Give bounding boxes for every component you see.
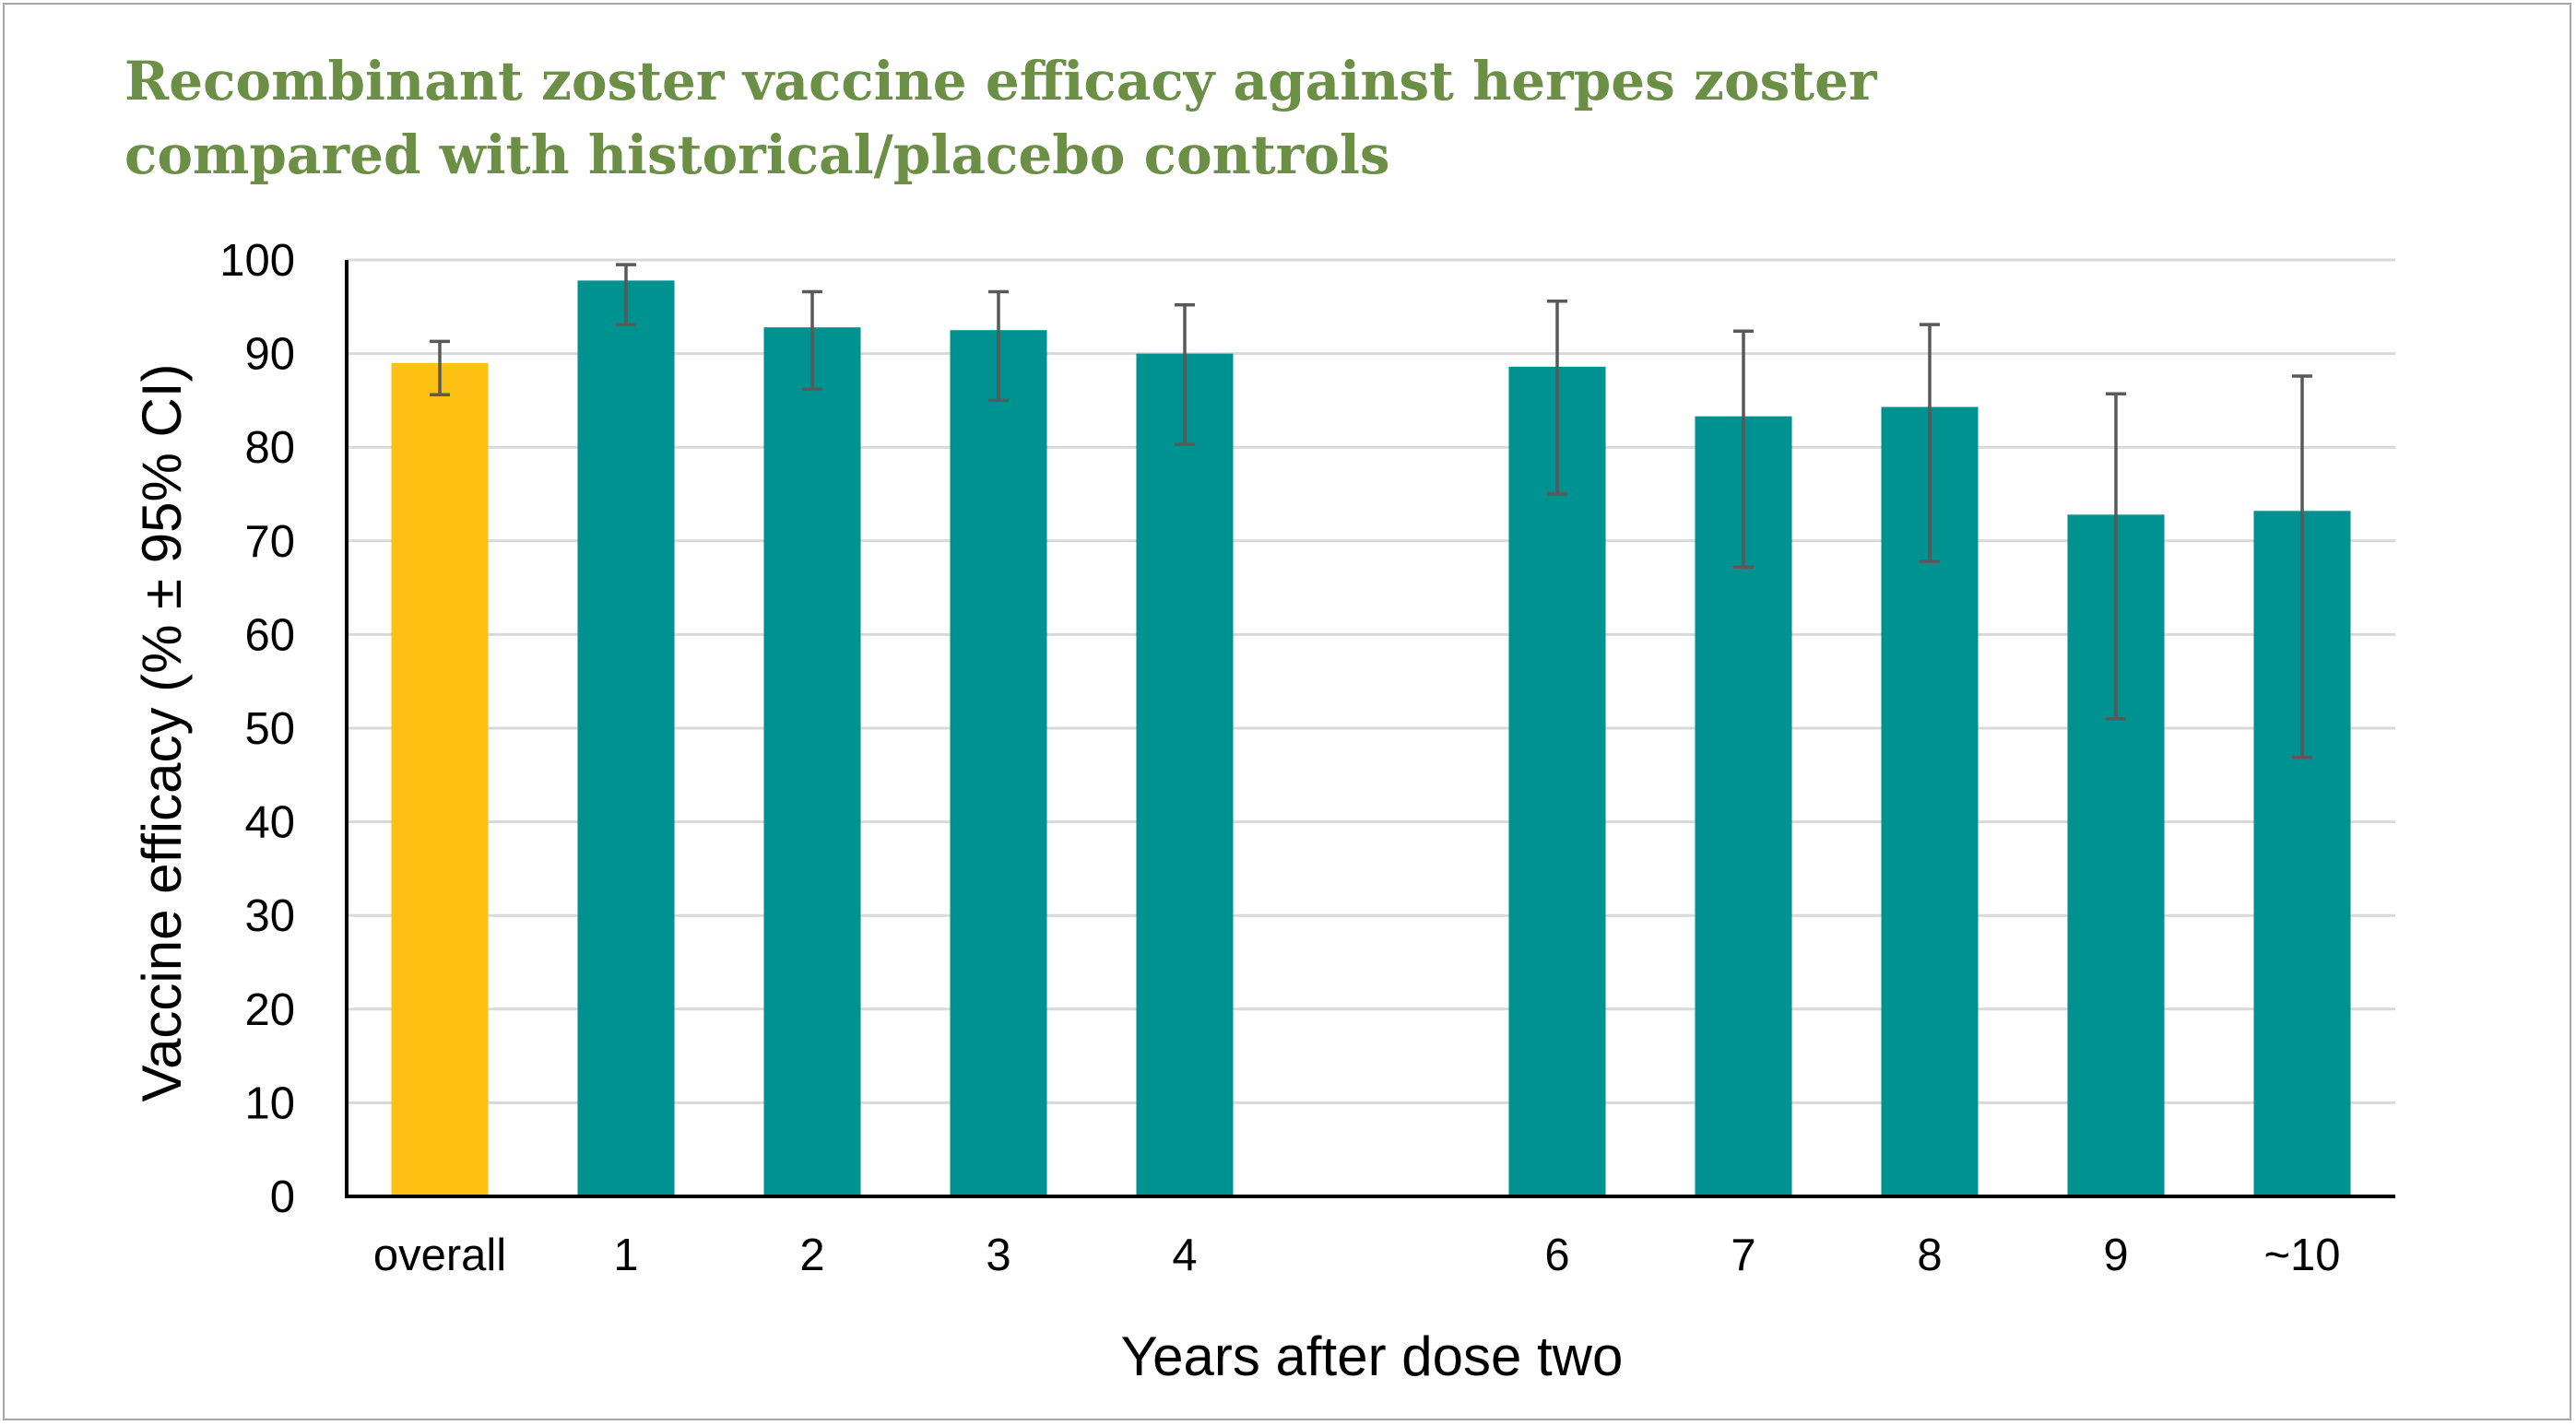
x-tick-label: 4 [1172, 1231, 1197, 1280]
x-tick-label: 1 [613, 1231, 638, 1280]
bar [950, 330, 1047, 1196]
error-bars [430, 263, 2312, 760]
y-tick-label: 40 [244, 798, 295, 848]
x-tick-label: 3 [986, 1231, 1010, 1280]
y-tick-label: 0 [270, 1172, 295, 1222]
bar [577, 280, 675, 1196]
x-tick-label: 6 [1544, 1231, 1569, 1280]
bar [763, 327, 861, 1197]
x-tick-label: 2 [799, 1231, 824, 1280]
gridlines [347, 258, 2395, 1104]
y-tick-label: 20 [244, 985, 295, 1035]
x-axis-title: Years after dose two [1121, 1325, 1624, 1387]
y-tick-label: 80 [244, 423, 295, 473]
x-tick-label: overall [373, 1231, 506, 1280]
y-tick-label: 50 [244, 704, 295, 754]
y-tick-label: 70 [244, 517, 295, 567]
x-tick-label: 9 [2103, 1231, 2128, 1280]
y-tick-labels: 0 10 20 30 40 50 60 70 80 90 100 [219, 236, 295, 1222]
x-tick-label: ~10 [2263, 1231, 2340, 1280]
y-tick-label: 10 [244, 1078, 295, 1128]
x-tick-label: 8 [1917, 1231, 1942, 1280]
bar [391, 362, 489, 1196]
bars [391, 280, 2351, 1197]
bar [1508, 366, 1606, 1197]
chart-title: Recombinant zoster vaccine efficacy agai… [124, 44, 2061, 192]
bar [1136, 353, 1234, 1197]
x-tick-labels: overall 1 2 3 4 6 7 8 9 ~10 [373, 1231, 2341, 1280]
y-tick-label: 100 [219, 236, 295, 286]
y-axis-title: Vaccine efficacy (% ± 95% CI) [131, 363, 193, 1101]
y-tick-label: 60 [244, 610, 295, 660]
x-tick-label: 7 [1731, 1231, 1755, 1280]
y-tick-label: 90 [244, 330, 295, 380]
chart-title-line-1: Recombinant zoster vaccine efficacy agai… [124, 50, 1877, 112]
chart-title-line-2: compared with historical/placebo control… [124, 124, 1390, 186]
chart-frame [3, 3, 2571, 1420]
y-tick-label: 30 [244, 891, 295, 941]
axes [345, 260, 2395, 1198]
